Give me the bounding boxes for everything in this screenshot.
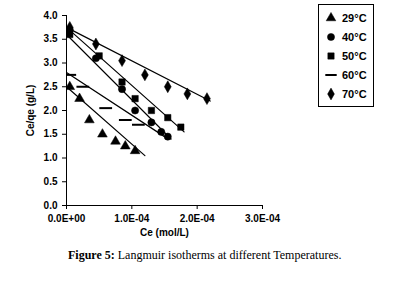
svg-text:3.5: 3.5 [44, 33, 58, 44]
svg-text:Ce (mol/L): Ce (mol/L) [140, 227, 189, 238]
html-text:50°C: 50°C [342, 49, 367, 62]
svg-text:0.0: 0.0 [44, 200, 58, 211]
svg-text:0.5: 0.5 [44, 176, 58, 187]
svg-text:1.0E-04: 1.0E-04 [114, 213, 149, 224]
svg-text:1.0: 1.0 [44, 152, 58, 163]
html-text:29°C: 29°C [342, 11, 367, 24]
svg-text:2.0: 2.0 [44, 105, 58, 116]
svg-text:2.5: 2.5 [44, 81, 58, 92]
svg-text:3.0: 3.0 [44, 57, 58, 68]
html-text:40°C: 40°C [342, 30, 367, 43]
svg-text:Ce/qe (g/L): Ce/qe (g/L) [25, 85, 36, 137]
svg-text:2.0E-04: 2.0E-04 [180, 213, 215, 224]
html-text:60°C: 60°C [342, 68, 367, 81]
html-text:Figure 5: Langmuir isotherms a: Figure 5: Langmuir isotherms at differen… [68, 248, 342, 262]
html-text:70°C: 70°C [342, 87, 367, 100]
svg-text:0.0E+00: 0.0E+00 [48, 213, 86, 224]
svg-text:4.0: 4.0 [44, 10, 58, 21]
svg-text:3.0E-04: 3.0E-04 [245, 213, 280, 224]
svg-text:1.5: 1.5 [44, 128, 58, 139]
